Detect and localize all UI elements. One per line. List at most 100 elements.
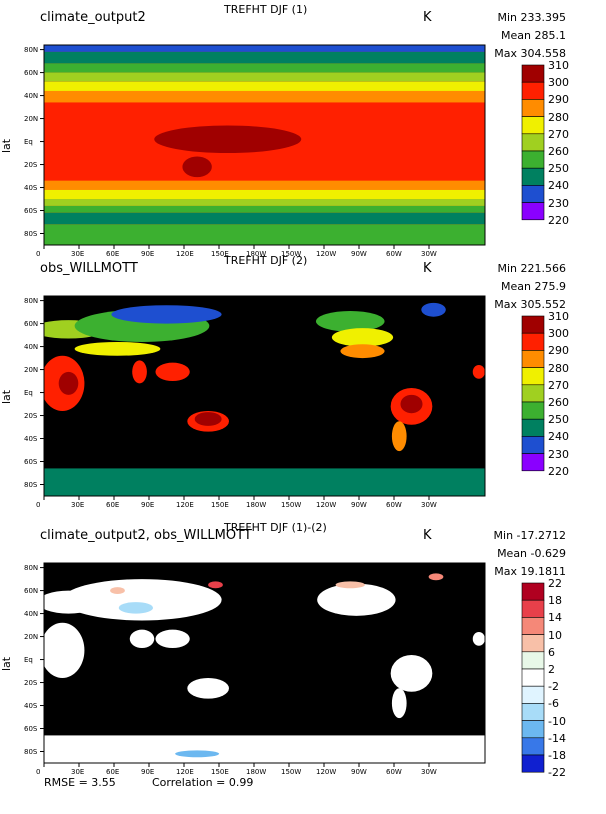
x-tick-label: 90E: [141, 501, 155, 509]
field-region: [182, 156, 212, 178]
y-tick-label: 80N: [24, 296, 39, 305]
field-region: [154, 125, 302, 154]
colorbar-swatch: [521, 202, 545, 221]
y-tick-label: 20S: [24, 411, 38, 420]
colorbar-label: 220: [548, 213, 569, 227]
x-tick-label: 60E: [106, 501, 120, 509]
field-region: [472, 631, 485, 646]
y-tick-label: 20N: [24, 365, 39, 374]
colorbar-label: 240: [548, 430, 569, 444]
stat-max: Max 304.558: [494, 47, 566, 60]
field-region: [129, 629, 155, 649]
stat-mean: Mean 275.9: [501, 280, 566, 293]
colorbar-label: -14: [548, 731, 566, 745]
y-tick-label: 80N: [24, 563, 39, 572]
colorbar-label: -10: [548, 714, 566, 728]
stat-max: Max 305.552: [494, 298, 566, 311]
field-region: [194, 412, 222, 426]
field-band: [44, 63, 485, 73]
panel-units: K: [423, 261, 432, 276]
field-band: [44, 212, 485, 225]
colorbar-swatch: [521, 737, 545, 756]
y-tick-label: Eq: [24, 388, 33, 397]
x-tick-label: 90E: [141, 250, 155, 258]
x-tick-label: 90W: [351, 501, 367, 509]
y-tick-label: Eq: [24, 137, 33, 146]
field-region: [74, 341, 161, 356]
field-region: [111, 305, 222, 324]
y-tick-label: 20N: [24, 114, 39, 123]
x-tick-label: 0: [36, 501, 41, 509]
y-tick-label: 20S: [24, 160, 38, 169]
field-region: [390, 654, 433, 692]
x-tick-label: 120W: [316, 501, 337, 509]
field-region: [428, 573, 444, 581]
field-band: [44, 189, 485, 200]
field-region: [175, 750, 220, 758]
y-tick-label: 40N: [24, 342, 39, 351]
colorbar-label: 300: [548, 327, 569, 341]
y-axis-label: lat: [0, 656, 13, 671]
colorbar-swatch: [521, 668, 545, 687]
field-region: [110, 587, 125, 595]
correlation-label: Correlation = 0.99: [152, 776, 254, 789]
field-band: [44, 45, 485, 52]
y-tick-label: Eq: [24, 655, 33, 664]
colorbar-label: 310: [548, 310, 569, 323]
panel-left-label: climate_output2, obs_WILLMOTT: [40, 528, 252, 543]
field-band: [44, 180, 485, 190]
colorbar-swatch: [521, 453, 545, 472]
colorbar-label: 280: [548, 361, 569, 375]
field-region: [472, 364, 485, 379]
colorbar-label: 250: [548, 413, 569, 427]
field-region: [155, 629, 190, 649]
field-band: [44, 81, 485, 91]
x-tick-label: 60E: [106, 250, 120, 258]
x-tick-label: 180W: [246, 250, 267, 258]
colorbar-swatch: [521, 651, 545, 670]
field-region: [391, 688, 407, 719]
field-region: [421, 302, 446, 317]
stat-min: Min -17.2712: [493, 529, 566, 542]
colorbar-label: 220: [548, 464, 569, 478]
x-tick-label: 60W: [386, 501, 402, 509]
x-tick-label: 30W: [421, 250, 437, 258]
panel-title: TREFHT DJF (2): [224, 254, 308, 267]
x-tick-label: 150E: [211, 250, 229, 258]
x-tick-label: 60W: [386, 768, 402, 776]
field-region: [391, 421, 407, 452]
colorbar-label: -18: [548, 749, 566, 762]
colorbar-label: 310: [548, 59, 569, 72]
rmse-label: RMSE = 3.55: [44, 776, 116, 789]
colorbar-swatch: [521, 720, 545, 739]
y-tick-label: 40S: [24, 701, 38, 710]
field-band: [44, 199, 485, 206]
y-tick-label: 40N: [24, 609, 39, 618]
y-tick-label: 40N: [24, 91, 39, 100]
colorbar-label: 290: [548, 93, 569, 107]
field-region: [331, 328, 394, 347]
x-tick-label: 30E: [71, 768, 85, 776]
map-frame: [43, 295, 486, 497]
colorbar-label: -22: [548, 766, 566, 780]
y-tick-label: 60N: [24, 586, 39, 595]
field-band: [44, 205, 485, 213]
field-region: [155, 362, 190, 382]
field-region: [187, 677, 229, 699]
x-tick-label: 30W: [421, 768, 437, 776]
y-tick-label: 20N: [24, 632, 39, 641]
colorbar-swatch: [521, 617, 545, 635]
x-tick-label: 90W: [351, 768, 367, 776]
colorbar-swatch: [521, 634, 545, 653]
y-tick-label: 60S: [24, 206, 38, 215]
x-tick-label: 60E: [106, 768, 120, 776]
y-tick-label: 40S: [24, 183, 38, 192]
y-tick-label: 80S: [24, 480, 38, 489]
colorbar-swatch: [521, 599, 545, 618]
colorbar-swatch: [521, 703, 545, 721]
field-region: [317, 583, 396, 616]
stat-min: Min 221.566: [497, 262, 566, 275]
field-band: [44, 51, 485, 64]
colorbar-label: 300: [548, 76, 569, 90]
colorbar-label: 10: [548, 628, 562, 642]
